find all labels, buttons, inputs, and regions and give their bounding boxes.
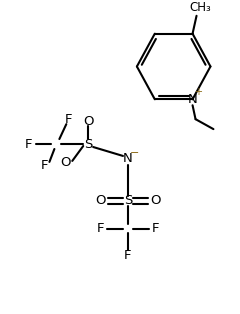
Text: O: O	[95, 194, 105, 207]
Text: +: +	[195, 87, 203, 97]
Text: O: O	[60, 156, 71, 170]
Text: F: F	[25, 138, 32, 150]
Text: F: F	[124, 249, 132, 262]
Text: F: F	[96, 222, 104, 235]
Text: N: N	[188, 93, 198, 106]
Text: −: −	[130, 148, 140, 158]
Text: N: N	[123, 152, 133, 165]
Text: S: S	[124, 194, 132, 207]
Text: O: O	[150, 194, 161, 207]
Text: O: O	[83, 115, 93, 128]
Text: F: F	[41, 160, 48, 172]
Text: F: F	[65, 113, 72, 126]
Text: CH₃: CH₃	[190, 1, 211, 14]
Text: F: F	[152, 222, 160, 235]
Text: S: S	[84, 138, 92, 150]
